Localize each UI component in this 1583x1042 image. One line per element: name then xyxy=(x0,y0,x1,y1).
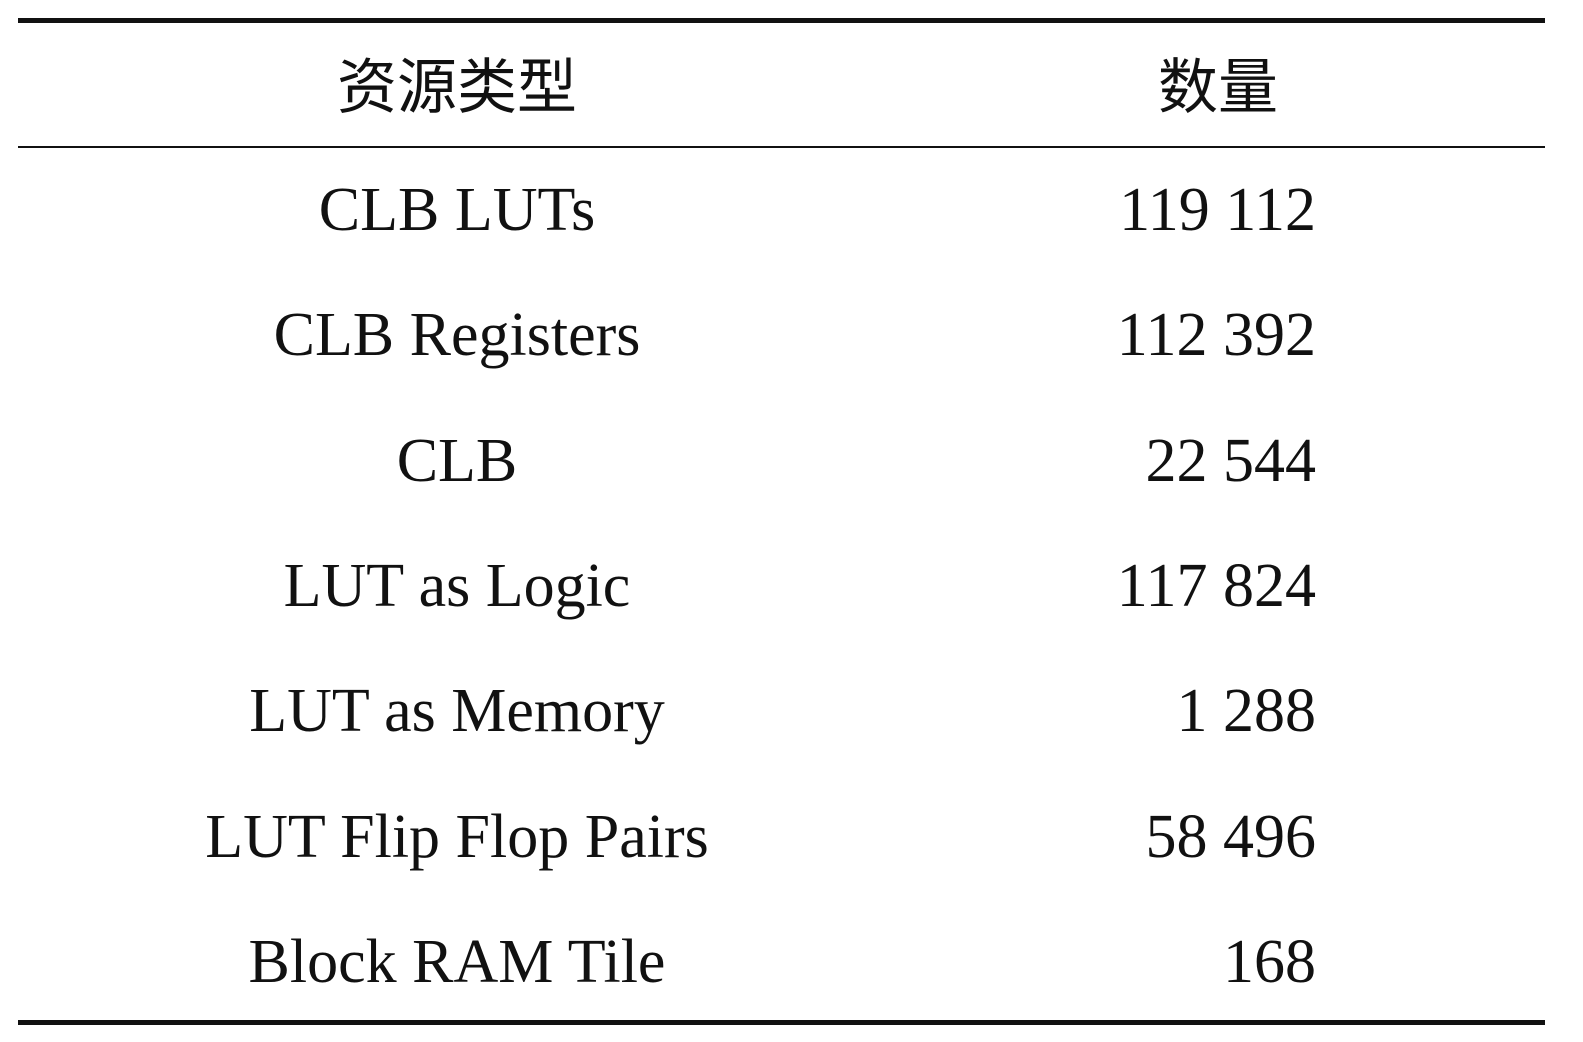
count-cell: 117 824 xyxy=(1116,551,1316,620)
resource-type-cell: LUT as Logic xyxy=(283,551,631,620)
top-rule xyxy=(18,18,1545,23)
resource-type-cell: CLB xyxy=(396,426,518,495)
count-cell: 119 112 xyxy=(1119,176,1316,244)
resource-type-cell: LUT as Memory xyxy=(249,677,665,746)
resource-type-cell: Block RAM Tile xyxy=(248,927,666,996)
header-count: 数量 xyxy=(1158,55,1278,121)
header-rule xyxy=(18,146,1545,148)
bottom-rule xyxy=(18,1020,1545,1025)
resource-type-cell: LUT Flip Flop Pairs xyxy=(205,802,709,871)
resource-type-cell: CLB LUTs xyxy=(318,176,596,244)
header-resource-type: 资源类型 xyxy=(337,55,577,121)
count-cell: 112 392 xyxy=(1116,301,1316,370)
count-cell: 1 288 xyxy=(1176,677,1317,746)
resource-type-cell: CLB Registers xyxy=(273,301,641,370)
count-cell: 22 544 xyxy=(1145,426,1317,495)
count-cell: 168 xyxy=(1223,927,1316,996)
count-cell: 58 496 xyxy=(1145,802,1317,871)
